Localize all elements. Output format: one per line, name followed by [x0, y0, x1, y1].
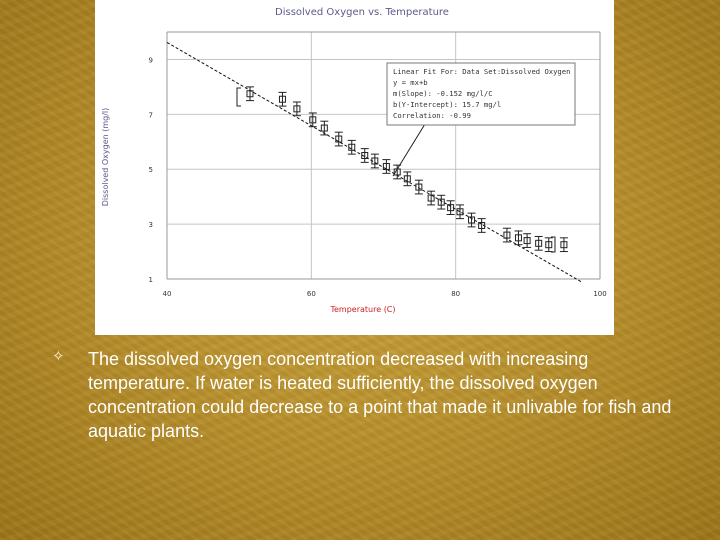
annotation-line-3: m(Slope): -0.152 mg/l/C: [393, 89, 493, 98]
y-tick-label: 7: [149, 111, 153, 119]
x-tick-labels: 40 60 80 100: [163, 290, 607, 298]
point-marker: [560, 241, 568, 249]
data-point: [320, 120, 329, 136]
point-marker: [309, 116, 317, 124]
point-marker: [320, 124, 328, 132]
point-marker: [456, 208, 464, 216]
data-point: [514, 230, 523, 246]
x-axis-label: Temperature (C): [329, 305, 395, 314]
data-point: [437, 194, 446, 210]
y-tick-label: 3: [149, 221, 153, 229]
data-point: [544, 237, 553, 253]
point-marker: [278, 95, 286, 103]
data-point: [414, 179, 423, 195]
annotation-line-1: Linear Fit For: Data Set:Dissolved Oxyge…: [393, 67, 570, 76]
annotation-line-4: b(Y-Intercept): 15.7 mg/l: [393, 100, 501, 109]
data-point: [427, 190, 436, 206]
point-marker: [478, 221, 486, 229]
data-point: [534, 235, 543, 251]
data-point: [278, 91, 287, 107]
point-marker: [371, 157, 379, 165]
data-point: [308, 112, 317, 128]
x-tick-label: 80: [451, 290, 460, 298]
data-point: [559, 237, 568, 253]
point-marker: [293, 105, 301, 113]
point-marker: [415, 183, 423, 191]
data-point: [382, 159, 391, 174]
data-point: [502, 227, 511, 243]
x-tick-label: 100: [593, 290, 606, 298]
point-marker: [348, 143, 356, 151]
point-marker: [523, 237, 531, 245]
point-marker: [535, 239, 543, 247]
data-point: [334, 131, 343, 147]
data-point: [393, 164, 402, 180]
annotation-leader: [392, 123, 426, 177]
data-point: [467, 212, 476, 228]
y-tick-label: 5: [149, 166, 153, 174]
point-marker: [447, 204, 455, 212]
point-marker: [335, 135, 343, 143]
point-marker: [503, 231, 511, 239]
data-point: [347, 139, 356, 155]
point-marker: [427, 194, 435, 202]
point-marker: [382, 162, 390, 170]
four-point-star-icon: ✧: [52, 348, 65, 365]
y-axis-label: Dissolved Oxygen (mg/l): [101, 108, 110, 207]
y-tick-labels: 1 3 5 7 9: [149, 56, 153, 284]
y-tick-label: 1: [149, 276, 153, 284]
point-marker: [545, 241, 553, 249]
y-tick-label: 9: [149, 56, 153, 64]
data-point: [360, 148, 369, 163]
data-point: [523, 233, 532, 248]
data-point: [245, 86, 254, 102]
fit-range-bracket-left: [236, 87, 241, 107]
slide-caption: The dissolved oxygen concentration decre…: [88, 349, 672, 441]
x-tick-label: 40: [163, 290, 172, 298]
data-point: [477, 218, 486, 233]
point-marker: [514, 234, 522, 242]
point-marker: [403, 175, 411, 183]
chart-panel: Dissolved Oxygen vs. Temperature 40 60 80 1…: [95, 0, 614, 335]
point-marker: [361, 152, 369, 159]
chart-svg: Dissolved Oxygen vs. Temperature 40 60 80 1…: [101, 7, 607, 314]
data-point: [403, 171, 412, 187]
chart-title: Dissolved Oxygen vs. Temperature: [275, 7, 449, 18]
data-points: [245, 86, 568, 253]
data-point: [370, 153, 379, 169]
fit-range-bracket-right: [551, 236, 556, 253]
point-marker: [468, 216, 476, 224]
annotation-line-5: Correlation: -0.99: [393, 111, 471, 120]
data-point: [446, 200, 455, 216]
data-point: [292, 101, 301, 117]
data-point: [455, 204, 464, 220]
point-marker: [437, 198, 445, 206]
point-marker: [246, 90, 254, 98]
x-tick-label: 60: [307, 290, 316, 298]
annotation-line-2: y = mx+b: [393, 78, 428, 87]
annotation-box: Linear Fit For: Data Set:Dissolved Oxyge…: [386, 62, 576, 126]
